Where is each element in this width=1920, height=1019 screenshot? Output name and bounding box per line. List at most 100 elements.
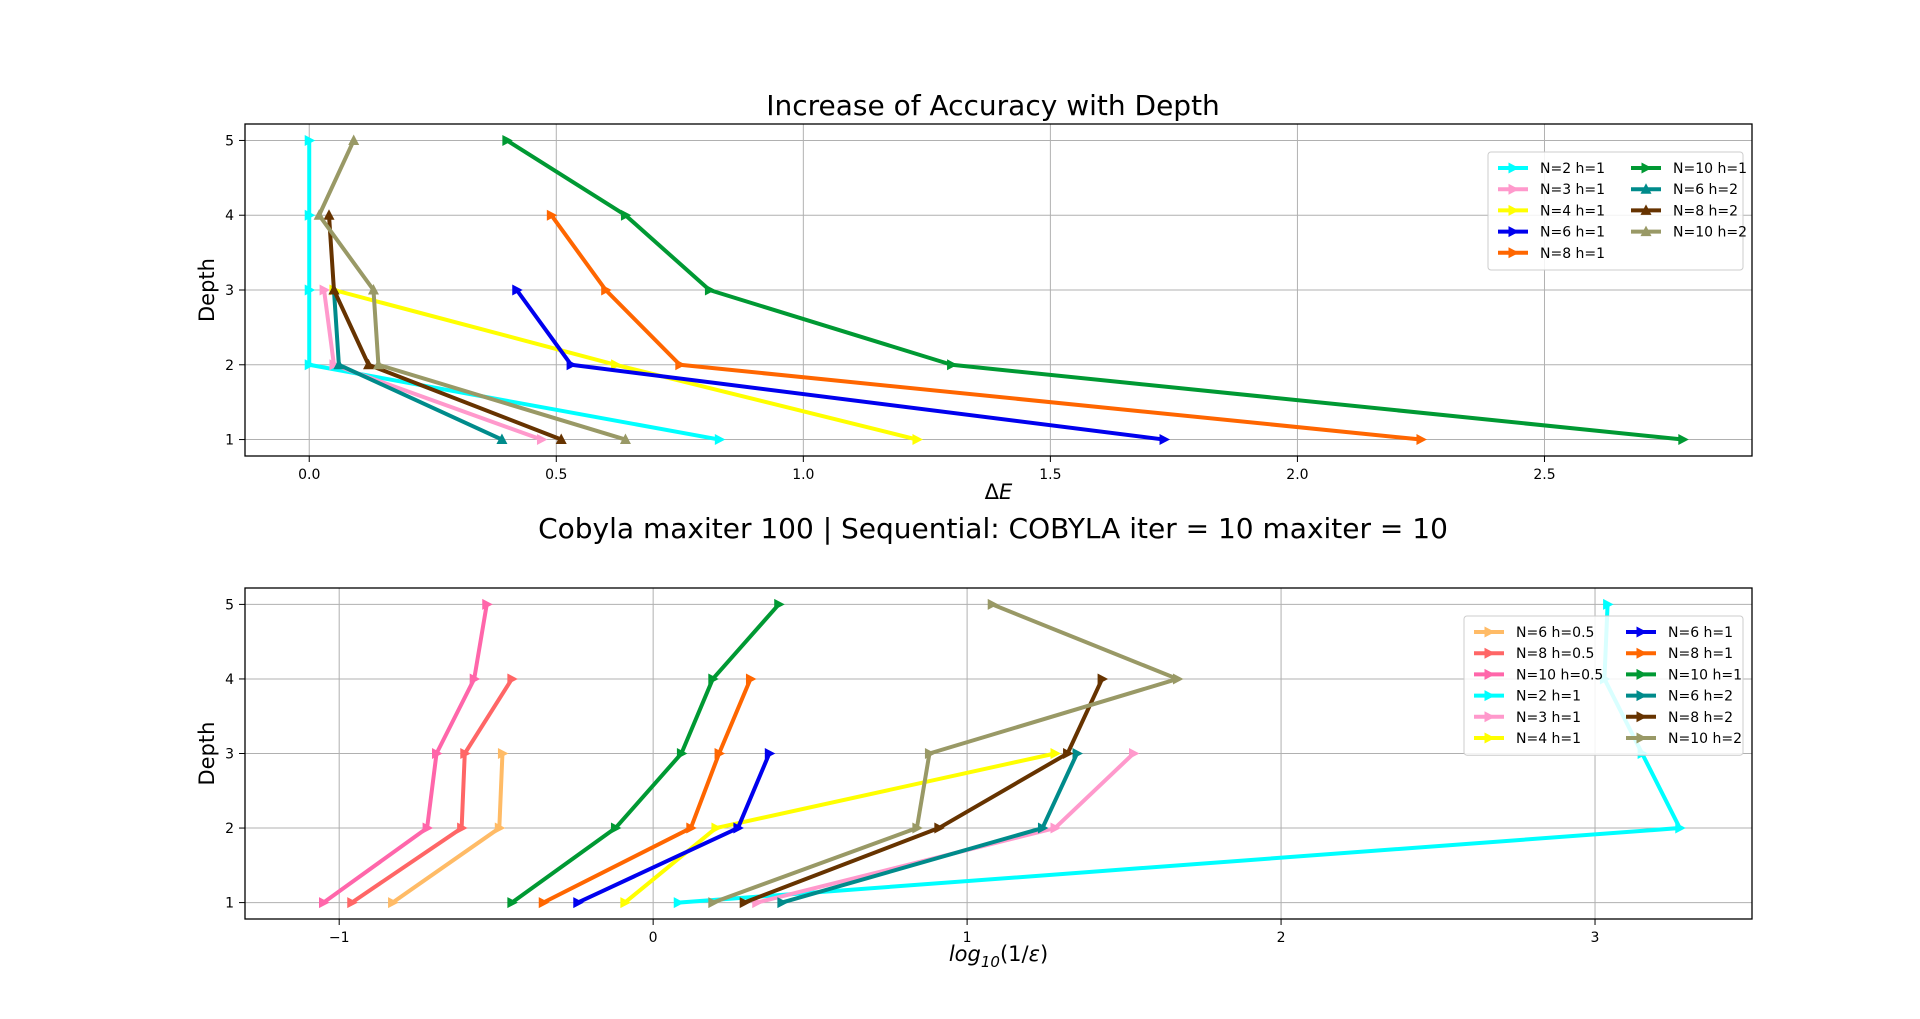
series-n-10-h-0.5 xyxy=(318,598,493,909)
accuracy-chart: 0.0 0.5 1.0 1.5 2.0 2.5 1 2 3 4 5 Depth ΔE N=2 h=1 N=3… xyxy=(195,123,1753,504)
series-n-6-h-1 xyxy=(512,284,1171,446)
data-point xyxy=(610,822,622,834)
data-point xyxy=(601,284,612,296)
series-n-3-h-1 xyxy=(319,284,548,446)
legend-marker xyxy=(1484,690,1495,702)
data-point xyxy=(924,748,936,759)
legend-entry: N=8 h=1 xyxy=(1626,646,1733,662)
legend-marker xyxy=(1636,690,1647,702)
legend-label: N=8 h=2 xyxy=(1673,203,1738,219)
legend-label: N=6 h=0.5 xyxy=(1516,625,1594,641)
data-point xyxy=(912,822,923,834)
data-point xyxy=(934,822,945,834)
y-tick-label: 1 xyxy=(225,433,234,449)
y-axis-label: Depth xyxy=(195,722,219,786)
data-point xyxy=(318,897,330,909)
series-n-8-h-2 xyxy=(739,673,1109,909)
data-point xyxy=(304,359,316,371)
data-point xyxy=(1063,748,1074,759)
legend-marker xyxy=(1484,668,1495,680)
legend-label: N=3 h=1 xyxy=(1516,710,1581,726)
legend-entry: N=10 h=2 xyxy=(1626,731,1742,747)
data-point xyxy=(546,209,558,221)
series-n-6-h-0.5 xyxy=(388,748,509,909)
legend-label: N=8 h=1 xyxy=(1540,246,1605,262)
legend-marker xyxy=(1508,204,1519,216)
series-n-10-h-1 xyxy=(507,598,785,909)
x-tick-label: 0 xyxy=(649,930,658,946)
legend-marker xyxy=(1508,247,1519,259)
x-axis-label: ΔE xyxy=(985,480,1013,504)
data-point xyxy=(987,598,999,610)
log-error-chart: −1 0 1 2 3 1 2 3 4 5 Depth log10(1/ε) N=6 h=0.5 N=8 h… xyxy=(195,587,1753,971)
legend-box xyxy=(1487,151,1744,271)
legend-label: N=8 h=2 xyxy=(1668,710,1733,726)
data-point xyxy=(1675,822,1686,834)
data-point xyxy=(1416,434,1427,446)
legend-marker xyxy=(1484,626,1495,638)
legend-entry: N=6 h=2 xyxy=(1626,689,1733,705)
legend-entry: N=6 h=1 xyxy=(1626,625,1733,641)
x-tick-label: 0.0 xyxy=(298,467,320,483)
legend: N=6 h=0.5 N=8 h=0.5 N=10 h=0.5 N=2 h=1 N=3 h… xyxy=(1463,615,1744,756)
data-point xyxy=(675,359,686,371)
legend-marker xyxy=(1641,162,1652,174)
series-n-10-h-1 xyxy=(502,134,1689,446)
legend-label: N=6 h=1 xyxy=(1668,625,1733,641)
legend-label: N=2 h=1 xyxy=(1540,161,1605,177)
series-n-8-h-1 xyxy=(546,209,1427,446)
data-point xyxy=(304,284,316,296)
data-point xyxy=(319,284,331,296)
x-tick-label: 0.5 xyxy=(545,467,567,483)
suptitle: Cobyla maxiter 100 | Sequential: COBYLA … xyxy=(538,512,1448,545)
data-point xyxy=(676,748,688,759)
data-point xyxy=(620,897,631,909)
data-point xyxy=(777,897,788,909)
data-point xyxy=(496,433,508,445)
series-line xyxy=(549,214,1422,442)
data-point xyxy=(714,434,726,446)
data-point xyxy=(566,359,578,371)
data-point xyxy=(422,822,434,834)
x-tick-label: 1.0 xyxy=(792,467,814,483)
legend-label: N=6 h=2 xyxy=(1668,689,1733,705)
legend-entry: N=6 h=1 xyxy=(1498,225,1605,241)
legend-entry: N=6 h=0.5 xyxy=(1474,625,1594,641)
data-point xyxy=(536,434,548,446)
legend-box xyxy=(1463,615,1744,756)
data-point xyxy=(673,897,685,909)
x-tick-label: 3 xyxy=(1591,930,1600,946)
legend-entry: N=10 h=2 xyxy=(1631,225,1747,241)
legend-label: N=10 h=2 xyxy=(1668,731,1742,747)
data-point xyxy=(739,897,751,909)
legend-entry: N=2 h=1 xyxy=(1498,161,1605,177)
legend-entry: N=8 h=0.5 xyxy=(1474,646,1594,662)
y-axis-label: Depth xyxy=(195,258,219,322)
legend-marker xyxy=(1484,711,1495,723)
data-point xyxy=(347,897,358,909)
data-point xyxy=(1129,748,1140,759)
legend-entry: N=8 h=2 xyxy=(1626,710,1733,726)
data-point xyxy=(1037,822,1049,834)
legend-label: N=8 h=1 xyxy=(1668,646,1733,662)
legend-marker xyxy=(1508,183,1519,195)
x-tick-label: 1.5 xyxy=(1039,467,1061,483)
series-n-6-h-1 xyxy=(573,748,776,909)
legend-marker xyxy=(1508,162,1519,174)
legend-entry: N=10 h=0.5 xyxy=(1474,667,1603,683)
legend-label: N=8 h=0.5 xyxy=(1516,646,1594,662)
x-tick-label: −1 xyxy=(329,930,350,946)
x-tick-label: 2.0 xyxy=(1286,467,1308,483)
legend-marker xyxy=(1636,732,1647,744)
legend-entry: N=3 h=1 xyxy=(1474,710,1581,726)
data-point xyxy=(1678,434,1689,446)
series-n-10-h-2 xyxy=(313,134,631,445)
legend-label: N=10 h=1 xyxy=(1673,161,1747,177)
data-point xyxy=(328,284,340,295)
legend-label: N=10 h=2 xyxy=(1673,225,1747,241)
legend-label: N=2 h=1 xyxy=(1516,689,1581,705)
data-point xyxy=(1072,748,1083,759)
data-point xyxy=(348,134,360,145)
series-n-2-h-1 xyxy=(304,134,726,446)
data-point xyxy=(482,598,493,610)
